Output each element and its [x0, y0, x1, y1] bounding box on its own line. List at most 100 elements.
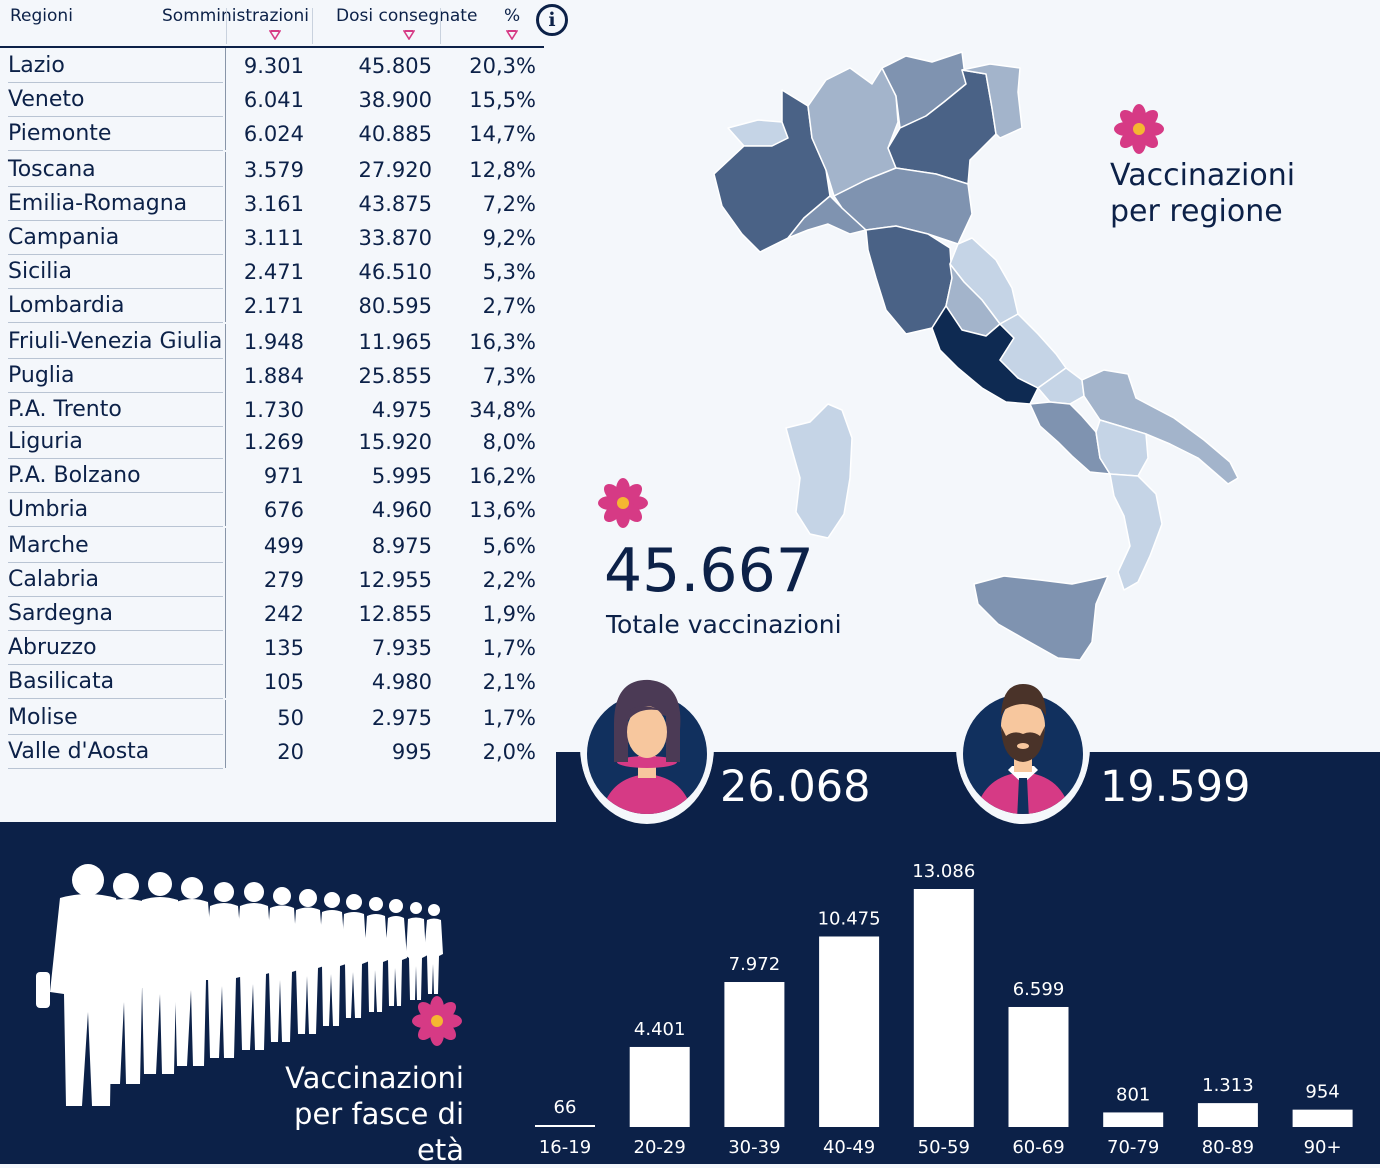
- map-region-emilia-romagna[interactable]: [833, 167, 973, 245]
- percent-cell: 12,8%: [469, 158, 536, 182]
- table-row[interactable]: Sardegna 242 12.855 1,9%: [0, 596, 556, 631]
- percent-cell: 16,2%: [469, 464, 536, 488]
- header-somministrazioni[interactable]: Somministrazioni: [162, 6, 310, 26]
- age-section-title: Vaccinazioni per fasce di età: [240, 1060, 464, 1168]
- somministrazioni-cell: 2.471: [243, 260, 304, 284]
- percent-cell: 16,3%: [469, 330, 536, 354]
- table-row[interactable]: Friuli-Venezia Giulia 1.948 11.965 16,3%: [0, 324, 556, 359]
- somministrazioni-cell: 1.730: [243, 398, 304, 422]
- percent-cell: 7,3%: [482, 364, 536, 388]
- age-bar-value-label: 801: [1116, 1084, 1150, 1105]
- age-category-label: 50-59: [918, 1137, 970, 1158]
- column-divider: [225, 700, 226, 734]
- somministrazioni-cell: 2.171: [243, 294, 304, 318]
- table-row[interactable]: Sicilia 2.471 46.510 5,3%: [0, 254, 556, 289]
- header-regioni[interactable]: Regioni: [10, 6, 73, 26]
- somministrazioni-cell: 3.579: [243, 158, 304, 182]
- table-header: Regioni Somministrazioni Dosi consegnate…: [0, 0, 544, 48]
- somministrazioni-cell: 1.948: [243, 330, 304, 354]
- table-row[interactable]: Emilia-Romagna 3.161 43.875 7,2%: [0, 186, 556, 221]
- age-category-label: 30-39: [728, 1137, 780, 1158]
- somministrazioni-cell: 1.884: [243, 364, 304, 388]
- age-title-line1: Vaccinazioni: [285, 1061, 464, 1095]
- map-region-friuli[interactable]: [961, 63, 1023, 139]
- male-vaccinations-value: 19.599: [1100, 762, 1251, 812]
- table-row[interactable]: Abruzzo 135 7.935 1,7%: [0, 630, 556, 665]
- column-divider: [225, 734, 226, 768]
- dosi-consegnate-cell: 8.975: [371, 534, 432, 558]
- age-bar[interactable]: [1197, 1103, 1258, 1127]
- age-bar[interactable]: [819, 936, 880, 1127]
- somministrazioni-cell: 6.024: [243, 122, 304, 146]
- map-region-sardegna[interactable]: [785, 403, 853, 539]
- age-category-label: 20-29: [634, 1137, 686, 1158]
- italy-regions-map: [713, 51, 1239, 661]
- age-bar-value-label: 954: [1305, 1082, 1339, 1103]
- table-row[interactable]: Liguria 1.269 15.920 8,0%: [0, 424, 556, 459]
- percent-cell: 13,6%: [469, 498, 536, 522]
- table-row[interactable]: Lazio 9.301 45.805 20,3%: [0, 48, 556, 83]
- sort-desc-icon[interactable]: [506, 30, 518, 40]
- column-divider: [225, 562, 226, 596]
- table-row[interactable]: P.A. Trento 1.730 4.975 34,8%: [0, 392, 556, 427]
- percent-cell: 1,7%: [482, 706, 536, 730]
- age-category-label: 16-19: [539, 1137, 591, 1158]
- table-row[interactable]: P.A. Bolzano 971 5.995 16,2%: [0, 458, 556, 493]
- map-region-lombardia[interactable]: [807, 67, 899, 197]
- table-row[interactable]: Piemonte 6.024 40.885 14,7%: [0, 116, 556, 151]
- age-bar[interactable]: [1008, 1006, 1069, 1127]
- table-row[interactable]: Basilicata 105 4.980 2,1%: [0, 664, 556, 699]
- age-bar[interactable]: [535, 1125, 595, 1127]
- table-row[interactable]: Veneto 6.041 38.900 15,5%: [0, 82, 556, 117]
- table-row[interactable]: Umbria 676 4.960 13,6%: [0, 492, 556, 527]
- age-bar[interactable]: [1103, 1112, 1164, 1127]
- region-cell: Abruzzo: [8, 630, 223, 665]
- column-divider: [225, 458, 226, 492]
- header-percent[interactable]: %: [504, 6, 521, 26]
- map-region-sicilia[interactable]: [973, 575, 1109, 661]
- percent-cell: 14,7%: [469, 122, 536, 146]
- somministrazioni-cell: 9.301: [243, 54, 304, 78]
- male-avatar-icon: [956, 670, 1090, 824]
- region-cell: Sardegna: [8, 596, 223, 631]
- region-cell: Piemonte: [8, 116, 223, 151]
- age-bar-value-label: 13.086: [912, 861, 975, 882]
- sort-desc-icon[interactable]: [269, 30, 281, 40]
- map-title-line2: per regione: [1110, 194, 1283, 229]
- dosi-consegnate-cell: 2.975: [371, 706, 432, 730]
- age-bar[interactable]: [629, 1046, 690, 1127]
- age-title-line2: per fasce di età: [294, 1097, 464, 1167]
- table-row[interactable]: Puglia 1.884 25.855 7,3%: [0, 358, 556, 393]
- map-region-calabria[interactable]: [1109, 473, 1163, 591]
- dosi-consegnate-cell: 4.980: [371, 670, 432, 694]
- column-divider: [226, 8, 227, 44]
- somministrazioni-cell: 135: [263, 636, 304, 660]
- age-bar[interactable]: [1292, 1109, 1353, 1127]
- percent-cell: 9,2%: [482, 226, 536, 250]
- percent-cell: 8,0%: [482, 430, 536, 454]
- table-row[interactable]: Lombardia 2.171 80.595 2,7%: [0, 288, 556, 323]
- age-bar[interactable]: [724, 982, 785, 1127]
- dosi-consegnate-cell: 12.855: [358, 602, 432, 626]
- table-row[interactable]: Molise 50 2.975 1,7%: [0, 700, 556, 735]
- table-row[interactable]: Valle d'Aosta 20 995 2,0%: [0, 734, 556, 769]
- table-row[interactable]: Marche 499 8.975 5,6%: [0, 528, 556, 563]
- region-cell: Campania: [8, 220, 223, 255]
- table-row[interactable]: Toscana 3.579 27.920 12,8%: [0, 152, 556, 187]
- percent-cell: 2,1%: [482, 670, 536, 694]
- age-category-label: 40-49: [823, 1137, 875, 1158]
- region-cell: Emilia-Romagna: [8, 186, 223, 221]
- dosi-consegnate-cell: 25.855: [358, 364, 432, 388]
- table-row[interactable]: Calabria 279 12.955 2,2%: [0, 562, 556, 597]
- info-icon[interactable]: i: [536, 4, 568, 36]
- dosi-consegnate-cell: 38.900: [358, 88, 432, 112]
- column-divider: [225, 288, 226, 322]
- age-bar[interactable]: [913, 889, 974, 1127]
- header-dosi-consegnate[interactable]: Dosi consegnate: [336, 6, 478, 26]
- somministrazioni-cell: 242: [263, 602, 304, 626]
- percent-cell: 1,7%: [482, 636, 536, 660]
- age-bar-value-label: 4.401: [634, 1019, 686, 1040]
- table-row[interactable]: Campania 3.111 33.870 9,2%: [0, 220, 556, 255]
- column-divider: [225, 424, 226, 458]
- sort-desc-icon[interactable]: [403, 30, 415, 40]
